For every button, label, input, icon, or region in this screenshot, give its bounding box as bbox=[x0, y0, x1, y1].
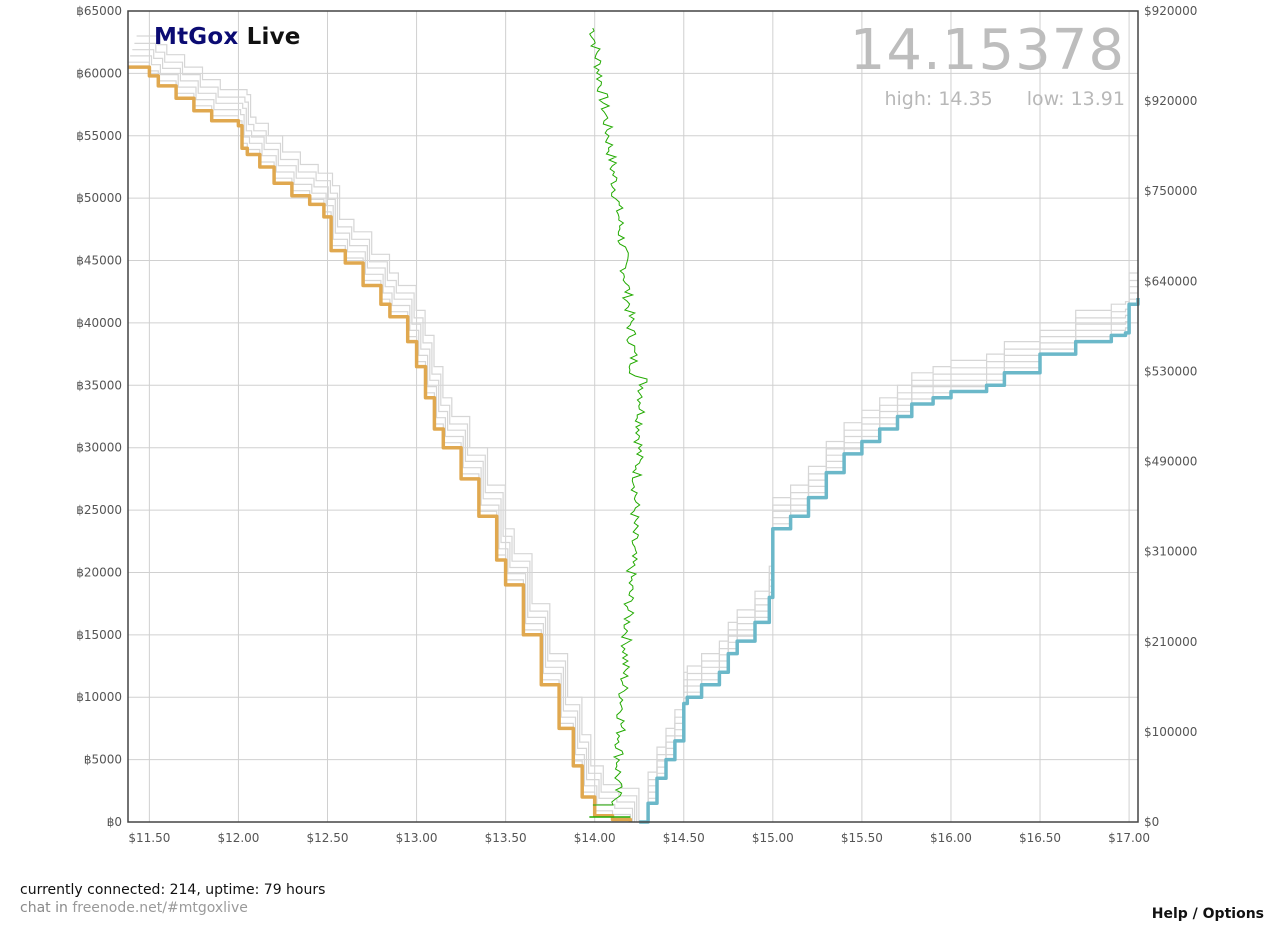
y-tick-label-left: ฿60000 bbox=[76, 66, 122, 80]
help-options-link[interactable]: Help / Options bbox=[1151, 906, 1264, 922]
x-tick-label: $16.00 bbox=[930, 831, 972, 845]
y-tick-label-right: $750000 bbox=[1144, 184, 1197, 198]
x-tick-label: $12.50 bbox=[307, 831, 349, 845]
chat-line: chat in freenode.net/#mtgoxlive bbox=[20, 899, 325, 917]
x-tick-label: $17.00 bbox=[1108, 831, 1150, 845]
title-brand: MtGox bbox=[154, 24, 239, 50]
y-tick-label-left: ฿45000 bbox=[76, 254, 122, 268]
y-tick-label-right: $920000 bbox=[1144, 94, 1197, 108]
bids-history-line bbox=[132, 49, 636, 822]
chat-prefix: chat in bbox=[20, 900, 68, 916]
y-tick-label-left: ฿55000 bbox=[76, 129, 122, 143]
y-tick-label-left: ฿25000 bbox=[76, 503, 122, 517]
y-tick-label-left: ฿15000 bbox=[76, 628, 122, 642]
bids-depth-line bbox=[128, 65, 633, 822]
y-tick-label-right: $490000 bbox=[1144, 455, 1197, 469]
last-price: 14.15378 bbox=[849, 18, 1125, 83]
depth-chart: $11.50 $12.00 $12.50 $13.00 $13.50 $14.00 $14.… bbox=[76, 4, 1197, 845]
x-tick-label: $15.50 bbox=[841, 831, 883, 845]
y-tick-label-left: ฿30000 bbox=[76, 441, 122, 455]
y-tick-label-left: ฿10000 bbox=[76, 690, 122, 704]
trades-line bbox=[589, 27, 648, 818]
y-tick-label-right: $210000 bbox=[1144, 635, 1197, 649]
x-axis-ticks: $11.50 $12.00 $12.50 $13.00 $13.50 $14.00 $14.… bbox=[128, 831, 1150, 845]
bids-history-line bbox=[134, 42, 638, 822]
high-value: high: 14.35 bbox=[884, 88, 993, 110]
y-tick-label-left: ฿20000 bbox=[76, 565, 122, 579]
series-lines bbox=[128, 65, 1140, 824]
x-tick-label: $14.50 bbox=[663, 831, 705, 845]
app-title: MtGox Live bbox=[154, 24, 301, 50]
title-live: Live bbox=[246, 24, 301, 50]
y-tick-label-left: ฿35000 bbox=[76, 378, 122, 392]
connection-status: currently connected: 214, uptime: 79 hou… bbox=[20, 882, 326, 898]
x-tick-label: $13.00 bbox=[396, 831, 438, 845]
bids-history-line bbox=[130, 55, 634, 822]
x-tick-label: $13.50 bbox=[485, 831, 527, 845]
trade-price-trace bbox=[589, 27, 648, 806]
high-low: high: 14.35 low: 13.91 bbox=[884, 88, 1125, 110]
x-tick-label: $16.50 bbox=[1019, 831, 1061, 845]
y-axis-right-ticks: $0 $100000 $210000 $310000 $490000 $530000 $64… bbox=[1144, 4, 1197, 829]
y-axis-left-ticks: ฿0 ฿5000 ฿10000 ฿15000 ฿20000 ฿25000 ฿30000 ฿35… bbox=[76, 4, 122, 829]
bids-history-line bbox=[136, 35, 640, 822]
plot-frame bbox=[127, 10, 1139, 823]
y-tick-label-right: $100000 bbox=[1144, 725, 1197, 739]
x-tick-label: $15.00 bbox=[752, 831, 794, 845]
low-value: low: 13.91 bbox=[1026, 88, 1125, 110]
x-tick-label: $14.00 bbox=[574, 831, 616, 845]
y-tick-label-right: $640000 bbox=[1144, 274, 1197, 288]
y-tick-label-left: ฿65000 bbox=[76, 4, 122, 18]
footer-status: currently connected: 214, uptime: 79 hou… bbox=[20, 881, 325, 917]
asks-depth-line bbox=[639, 298, 1140, 824]
x-tick-label: $11.50 bbox=[128, 831, 170, 845]
y-tick-label-right: $310000 bbox=[1144, 545, 1197, 559]
y-tick-label-left: ฿50000 bbox=[76, 191, 122, 205]
chat-link[interactable]: freenode.net/#mtgoxlive bbox=[72, 900, 248, 916]
y-tick-label-right: $530000 bbox=[1144, 364, 1197, 378]
x-tick-label: $12.00 bbox=[217, 831, 259, 845]
plot-background bbox=[128, 11, 1138, 822]
y-tick-label-right: $920000 bbox=[1144, 4, 1197, 18]
y-tick-label-right: $0 bbox=[1144, 815, 1159, 829]
y-tick-label-left: ฿5000 bbox=[84, 753, 122, 767]
y-tick-label-left: ฿40000 bbox=[76, 316, 122, 330]
asks-history-line bbox=[639, 266, 1139, 823]
y-tick-label-left: ฿0 bbox=[107, 815, 122, 829]
